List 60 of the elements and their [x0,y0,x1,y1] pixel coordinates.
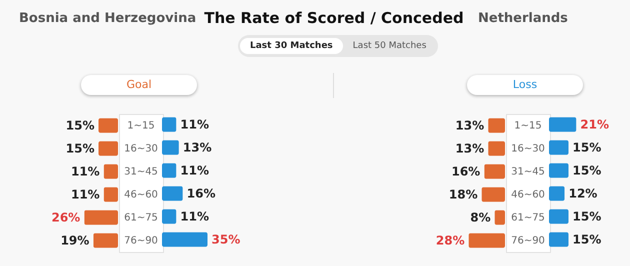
data-label: 11% [70,188,100,202]
y-tick-label: 1~15 [127,120,155,132]
y-tick-label: 76~90 [511,236,545,246]
period-toggle: Last 30 Matches Last 50 Matches [238,35,438,57]
chart-title: Goal [81,75,197,95]
bar [468,233,505,248]
data-label: 11% [180,210,210,224]
y-tick-label: 16~30 [124,144,158,154]
data-label: 21% [580,118,610,132]
bar [482,187,505,202]
y-tick-label: 61~75 [511,212,545,224]
data-label: 15% [572,210,602,224]
data-label: 15% [572,164,602,178]
bar [494,210,505,225]
bar [488,118,505,133]
bar [162,117,176,132]
bar [162,232,208,247]
text: The Rate of Scored / Conceded [204,9,464,27]
data-label: 11% [180,164,210,178]
bar [484,164,505,179]
data-label: 13% [182,140,212,154]
bar [98,118,118,133]
data-label: 16% [451,164,480,178]
y-tick-label: 76~90 [124,236,158,246]
data-label: 8% [470,210,491,224]
data-label: 15% [572,232,602,246]
bar [104,164,118,179]
data-label: 11% [70,164,100,178]
text: Netherlands [478,11,568,26]
bar [84,210,118,225]
data-label: 16% [186,186,216,200]
bar [162,209,176,224]
y-tick-label: 46~60 [511,190,545,200]
data-label: 13% [455,142,484,156]
data-label: 15% [572,140,602,154]
chart-title: Loss [467,75,583,95]
data-label: 15% [66,118,94,132]
data-label: 15% [66,142,94,156]
bar [104,187,118,202]
data-label: 19% [60,234,90,248]
bar [162,186,183,201]
y-tick-label: 31~45 [124,166,158,178]
data-label: 26% [51,210,80,224]
bar [162,140,179,155]
data-label: 28% [436,234,465,248]
data-label: 12% [568,186,598,200]
data-label: 11% [180,118,210,132]
bar [98,141,118,156]
y-tick-label: 46~60 [124,190,158,200]
y-tick-label: 61~75 [124,212,158,224]
y-tick-label: 31~45 [511,166,545,178]
data-label: 13% [455,118,484,132]
text: Bosnia and Herzegovina [19,11,196,26]
bar [93,233,118,248]
bar [162,163,176,178]
data-label: 18% [448,188,478,202]
data-label: 35% [212,232,240,246]
y-tick-label: 1~15 [514,120,542,132]
y-tick-label: 16~30 [511,144,545,154]
bar [488,141,505,156]
